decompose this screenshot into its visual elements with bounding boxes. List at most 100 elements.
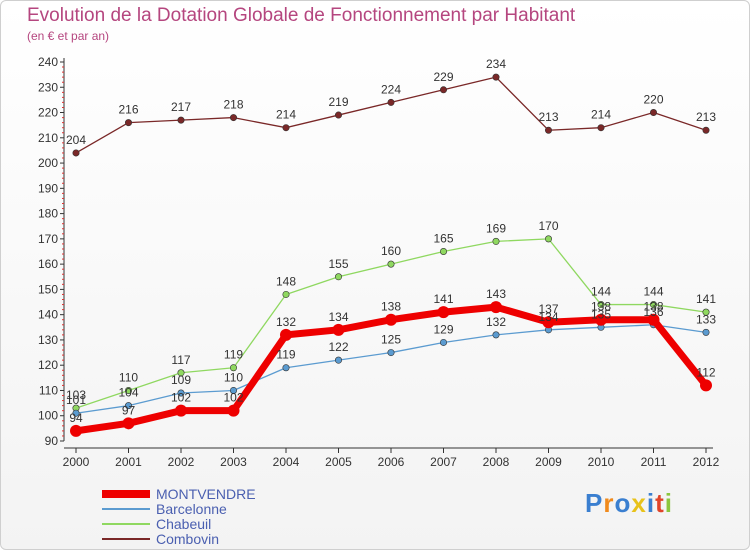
data-label: 112 bbox=[696, 365, 715, 379]
data-label: 110 bbox=[224, 370, 243, 384]
data-point bbox=[125, 386, 133, 394]
data-point bbox=[280, 328, 292, 341]
data-label: 214 bbox=[591, 108, 611, 122]
data-label: 220 bbox=[643, 93, 663, 107]
data-label: 133 bbox=[696, 312, 716, 326]
legend-label: Chabeuil bbox=[156, 516, 211, 532]
proxiti-logo: Proxiti bbox=[585, 488, 673, 519]
legend-label: Combovin bbox=[156, 531, 219, 547]
data-point bbox=[700, 379, 712, 392]
data-point bbox=[492, 331, 500, 339]
data-label: 97 bbox=[122, 403, 136, 417]
data-label: 148 bbox=[276, 274, 296, 288]
data-point bbox=[492, 73, 500, 81]
x-tick-label: 2008 bbox=[483, 455, 510, 469]
data-label: 217 bbox=[171, 100, 191, 114]
data-label: 119 bbox=[224, 348, 243, 362]
data-label: 160 bbox=[381, 244, 401, 258]
data-point bbox=[177, 369, 185, 377]
data-point bbox=[70, 424, 82, 437]
data-label: 138 bbox=[381, 300, 401, 314]
data-label: 141 bbox=[433, 292, 453, 306]
data-point bbox=[334, 111, 342, 119]
x-tick-label: 2011 bbox=[641, 455, 667, 469]
data-label: 218 bbox=[223, 98, 243, 112]
data-point bbox=[387, 98, 395, 106]
data-label: 169 bbox=[486, 221, 506, 235]
data-label: 102 bbox=[171, 391, 191, 405]
data-label: 122 bbox=[328, 340, 348, 354]
data-labels: 204 216 217 218 214 219 224 229 234 213 214 220 213 1… bbox=[66, 57, 716, 425]
data-label: 170 bbox=[538, 219, 558, 233]
y-tick-label: 170 bbox=[38, 232, 58, 246]
series-barcelonne bbox=[72, 321, 710, 417]
data-label: 213 bbox=[538, 110, 558, 124]
y-tick-label: 130 bbox=[38, 333, 58, 347]
logo-letter: i bbox=[664, 488, 673, 518]
data-label: 138 bbox=[591, 300, 611, 314]
y-tick-label: 90 bbox=[45, 434, 59, 448]
data-point bbox=[437, 306, 450, 319]
y-tick-label: 200 bbox=[38, 156, 58, 170]
data-point bbox=[544, 126, 552, 134]
data-label: 103 bbox=[66, 388, 86, 402]
y-tick-label: 100 bbox=[38, 409, 58, 423]
data-label: 136 bbox=[643, 305, 663, 319]
data-label: 234 bbox=[486, 57, 506, 71]
logo-letter: i bbox=[646, 488, 656, 518]
data-point bbox=[702, 328, 710, 336]
data-point bbox=[332, 323, 345, 336]
logo-letter: x bbox=[631, 488, 647, 518]
data-point bbox=[125, 119, 133, 127]
y-tick-label: 210 bbox=[38, 131, 58, 145]
data-label: 135 bbox=[591, 307, 611, 321]
x-tick-label: 2005 bbox=[325, 455, 352, 469]
data-point bbox=[334, 356, 342, 364]
data-point bbox=[490, 301, 502, 314]
data-point bbox=[72, 409, 80, 417]
x-tick-label: 2012 bbox=[693, 455, 720, 469]
y-tick-label: 230 bbox=[38, 80, 58, 94]
data-point bbox=[439, 248, 447, 256]
chart-title: Evolution de la Dotation Globale de Fonc… bbox=[27, 5, 576, 26]
series-montvendre bbox=[70, 301, 712, 437]
logo-letter: t bbox=[655, 488, 665, 518]
data-point bbox=[387, 349, 395, 357]
logo-letter: o bbox=[614, 488, 632, 518]
data-point bbox=[385, 313, 397, 326]
data-point bbox=[702, 126, 710, 134]
data-label: 143 bbox=[486, 287, 506, 301]
data-label: 219 bbox=[328, 95, 348, 109]
data-label: 165 bbox=[433, 232, 453, 246]
data-point bbox=[387, 260, 395, 268]
y-tick-label: 150 bbox=[38, 282, 58, 296]
data-label: 110 bbox=[119, 370, 138, 384]
data-label: 94 bbox=[69, 411, 83, 425]
data-point bbox=[177, 116, 185, 124]
logo-letter: r bbox=[603, 488, 615, 518]
data-point bbox=[177, 389, 185, 397]
data-point bbox=[230, 386, 238, 394]
data-point bbox=[492, 237, 500, 245]
data-point bbox=[122, 417, 135, 430]
data-point bbox=[649, 301, 657, 309]
y-tick-label: 240 bbox=[38, 55, 58, 69]
data-point bbox=[282, 364, 290, 372]
series-combovin bbox=[72, 73, 710, 157]
data-point bbox=[439, 86, 447, 94]
data-label: 144 bbox=[643, 285, 663, 299]
data-label: 109 bbox=[171, 373, 191, 387]
data-label: 125 bbox=[381, 333, 401, 347]
data-label: 132 bbox=[486, 315, 506, 329]
data-point bbox=[282, 290, 290, 298]
data-label: 224 bbox=[381, 82, 401, 96]
chart-subtitle: (en € et par an) bbox=[27, 29, 110, 43]
logo-letter: P bbox=[585, 488, 604, 518]
data-label: 102 bbox=[223, 391, 243, 405]
series-layer bbox=[70, 73, 712, 437]
data-point bbox=[439, 338, 447, 346]
data-label: 134 bbox=[538, 310, 558, 324]
